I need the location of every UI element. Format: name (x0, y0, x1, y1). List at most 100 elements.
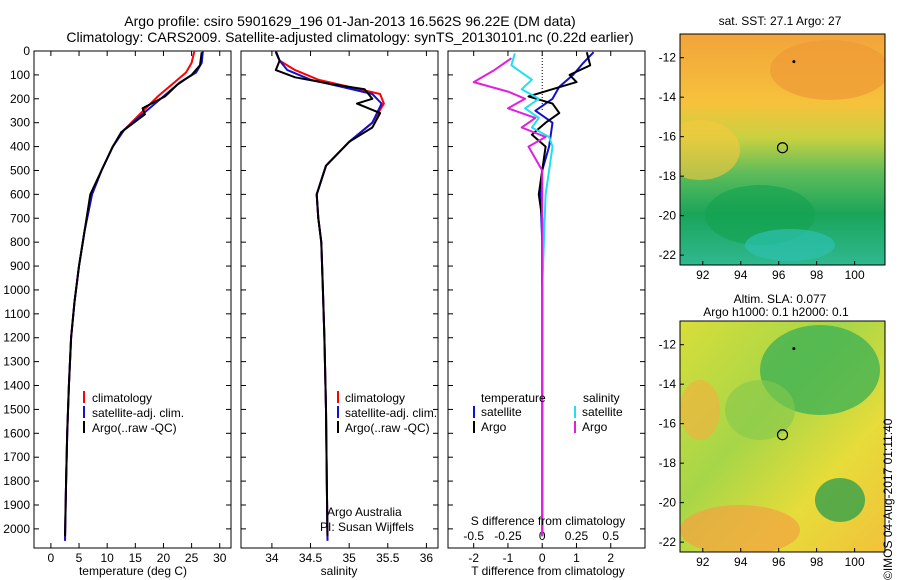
x-tick-label: 35.5 (376, 551, 400, 565)
legend-argo-label: Argo(..raw -QC) (92, 421, 177, 435)
map-x-tick-label: 92 (696, 555, 710, 569)
map-y-tick-label: -14 (659, 377, 677, 391)
map-y-tick-label: -22 (659, 248, 677, 262)
x-tick-label: 25 (185, 551, 199, 565)
header-line-1: Argo profile: csiro 5901629_196 01-Jan-2… (124, 13, 576, 29)
y-tick-label: 1900 (3, 498, 30, 512)
legend-clim-label: climatology (92, 391, 152, 405)
map-x-tick-label: 96 (772, 268, 786, 282)
map-x-tick-label: 96 (772, 555, 786, 569)
s-tick-label: -0.25 (494, 529, 522, 543)
y-tick-label: 1100 (4, 307, 30, 321)
series-line-2-argo (527, 51, 592, 537)
map-y-tick-label: -18 (659, 169, 677, 183)
map-x-tick-label: 98 (810, 555, 824, 569)
sla-map-frame (679, 320, 886, 553)
legend3-targo-label: Argo (481, 420, 507, 434)
argo-height-title: Argo h1000: 0.1 h2000: 0.1 (703, 305, 849, 319)
y-tick-label: 1600 (3, 426, 30, 440)
float-position-marker (776, 429, 789, 441)
series-line-0-sat (64, 50, 204, 541)
y-tick-label: 1700 (3, 450, 30, 464)
map-x-tick-label: 100 (845, 555, 865, 569)
map-x-tick-label: 94 (734, 268, 748, 282)
y-tick-label: 200 (10, 92, 30, 106)
legend3-ssat-label: satellite (582, 405, 623, 419)
map-y-tick-label: -18 (659, 456, 677, 470)
y-tick-label: 1300 (3, 355, 30, 369)
series-line-2-argo_s (472, 57, 547, 537)
series-line-2-sat_s (510, 53, 554, 537)
x-tick-label: 34.5 (299, 551, 323, 565)
temperature-panel-frame (33, 50, 232, 549)
sla-map-title: Altim. SLA: 0.077 (734, 292, 827, 306)
previous-position-marker (792, 347, 796, 351)
sst-map-frame (679, 33, 886, 266)
series-line-0-argo (64, 52, 203, 537)
y-tick-label: 1200 (3, 331, 30, 345)
temperature-xlabel: temperature (deg C) (79, 564, 187, 578)
y-tick-label: 100 (10, 68, 30, 82)
map-y-tick-label: -20 (659, 496, 677, 510)
x-tick-label: 2 (607, 551, 614, 565)
credit-line-2: PI: Susan Wijffels (320, 520, 414, 534)
previous-position-marker (792, 60, 796, 64)
map-y-tick-label: -12 (659, 51, 677, 65)
legend3-temperature-heading: temperature (481, 391, 546, 405)
map-x-tick-label: 100 (845, 268, 865, 282)
series-line-1-argo (274, 51, 382, 537)
x-tick-label: -1 (503, 551, 514, 565)
x-tick-label: 36 (420, 551, 434, 565)
map-y-tick-label: -12 (659, 338, 677, 352)
s-tick-label: -0.5 (463, 529, 484, 543)
x-tick-label: -2 (468, 551, 479, 565)
y-tick-label: 1500 (3, 402, 30, 416)
y-tick-label: 1400 (3, 379, 30, 393)
map-y-tick-label: -20 (659, 209, 677, 223)
x-tick-label: 30 (213, 551, 227, 565)
y-tick-label: 700 (10, 211, 30, 225)
header-line-2: Climatology: CARS2009. Satellite-adjuste… (66, 29, 634, 45)
map-y-tick-label: -22 (659, 535, 677, 549)
salinity-panel-frame (240, 50, 439, 549)
map-y-tick-label: -16 (659, 130, 677, 144)
legend2-sat-label: satellite-adj. clim. (345, 406, 437, 420)
x-tick-label: 35 (342, 551, 356, 565)
temperature-panel: 0 5 10 15 20 25 300100200300400500600700800900… (3, 44, 232, 578)
map-y-tick-label: -14 (659, 90, 677, 104)
x-tick-label: 15 (129, 551, 143, 565)
series-line-1-sat (274, 50, 383, 541)
map-x-tick-label: 94 (734, 555, 748, 569)
y-tick-label: 800 (10, 235, 30, 249)
credit-line-1: Argo Australia (327, 505, 402, 519)
map-x-tick-label: 98 (810, 268, 824, 282)
difference-panel: -2 -1 0 1 2-0.5 -0.25 0 0.25 0.5 temperature sal… (447, 50, 646, 578)
x-tick-label: 20 (157, 551, 171, 565)
salinity-xlabel: salinity (321, 564, 358, 578)
legend-sat-label: satellite-adj. clim. (92, 406, 184, 420)
x-tick-label: 1 (573, 551, 580, 565)
sla-heatmap (680, 321, 885, 552)
series-line-1-clim (274, 50, 385, 541)
x-tick-label: 10 (100, 551, 114, 565)
y-tick-label: 400 (10, 140, 30, 154)
s-tick-label: 0.5 (602, 529, 619, 543)
y-tick-label: 2000 (3, 522, 30, 536)
sst-map-title: sat. SST: 27.1 Argo: 27 (719, 14, 842, 28)
y-tick-label: 1800 (3, 474, 30, 488)
y-tick-label: 900 (10, 259, 30, 273)
legend2-argo-label: Argo(..raw -QC) (345, 421, 430, 435)
legend3-salinity-heading: salinity (583, 391, 620, 405)
s-difference-xlabel: S difference from climatology (471, 514, 626, 528)
legend3-tsat-label: satellite (481, 405, 522, 419)
x-tick-label: 0 (48, 551, 55, 565)
s-tick-label: 0.25 (565, 529, 589, 543)
sst-map-panel: sat. SST: 27.1 Argo: 27 92 94 96 98 100 -12 -1… (659, 14, 886, 282)
y-tick-label: 600 (10, 187, 30, 201)
sla-map-panel: Altim. SLA: 0.077 Argo h1000: 0.1 h2000:… (659, 292, 886, 569)
x-tick-label: 0 (539, 551, 546, 565)
timestamp-label: ©IMOS 04-Aug-2017 01:11:40 (881, 418, 895, 580)
salinity-panel: 34 34.5 35 35.5 36 climatology satellite-adj… (240, 50, 439, 578)
x-tick-label: 34 (265, 551, 279, 565)
